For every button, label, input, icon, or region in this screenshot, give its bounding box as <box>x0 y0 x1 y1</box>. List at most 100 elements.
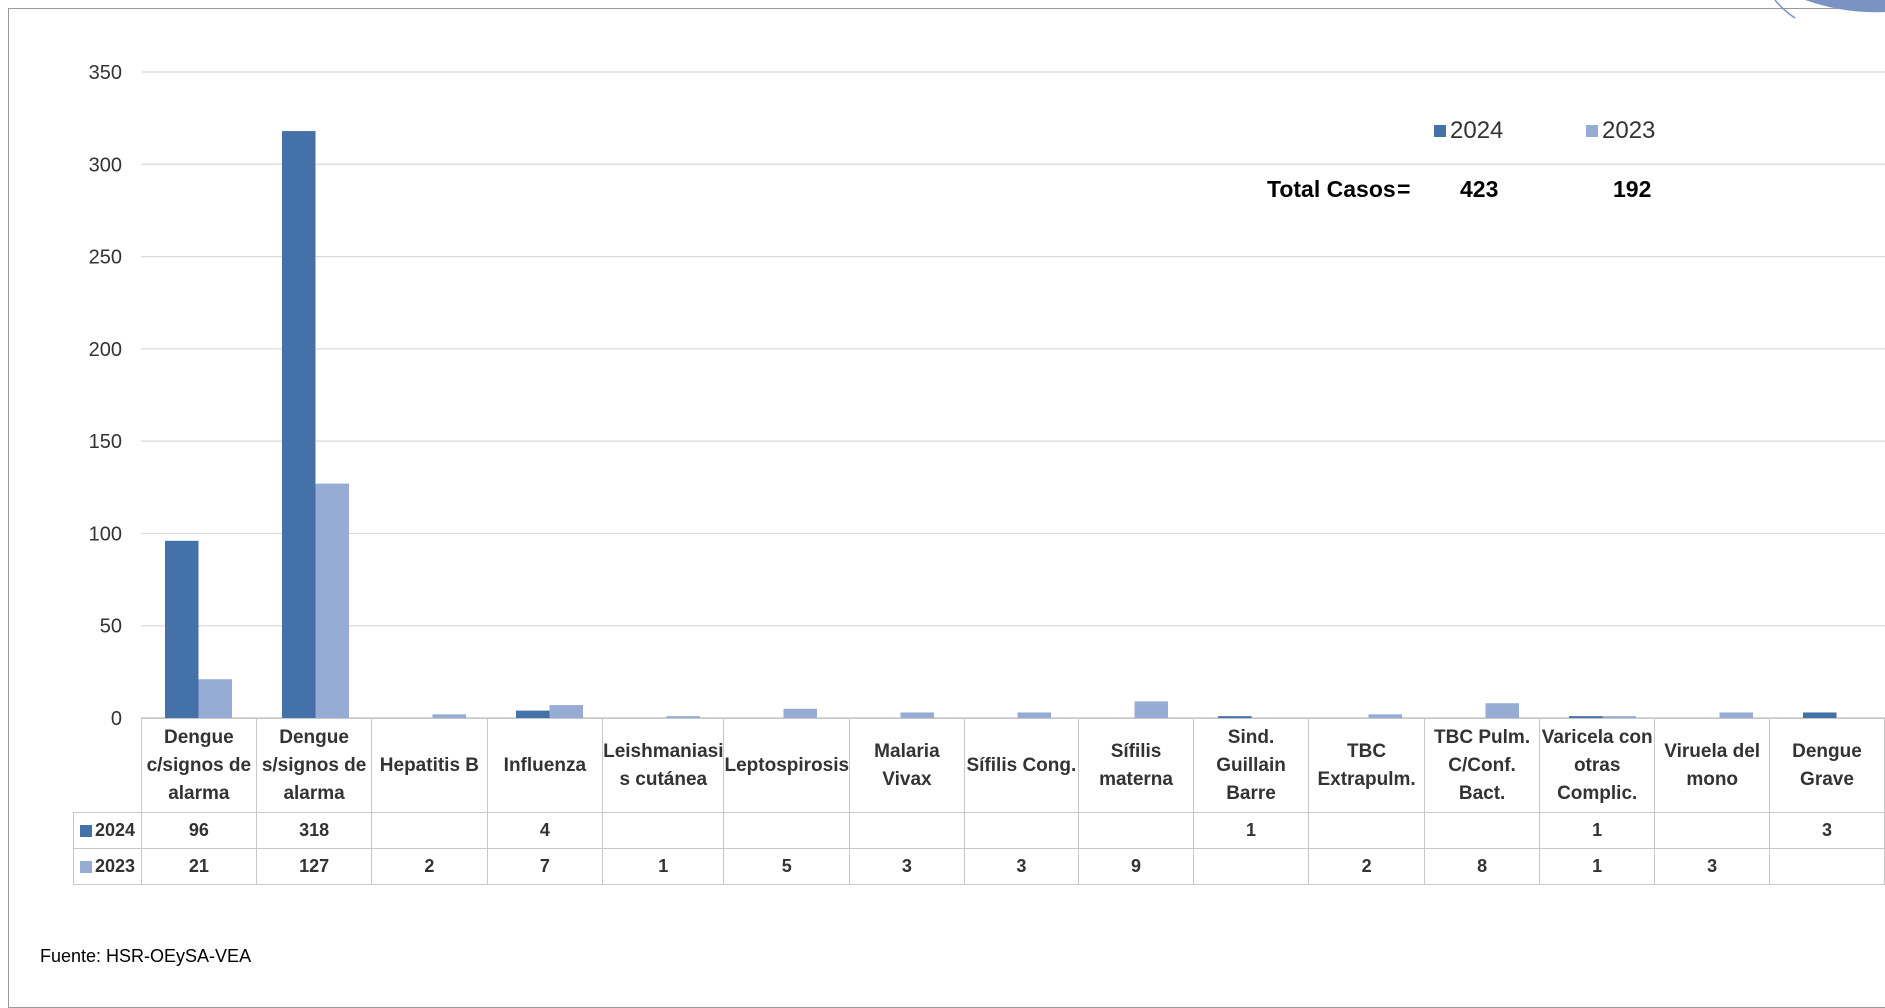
bar-2023-11 <box>1368 714 1402 718</box>
row-header-2023: 2023 <box>73 848 142 885</box>
table-cell-2024-12 <box>1424 812 1540 849</box>
category-label-line: Malaria <box>874 740 940 762</box>
table-cell-2023-12: 8 <box>1424 848 1540 885</box>
bar-2023-9 <box>1134 701 1168 718</box>
category-label-line: Varicela con <box>1541 726 1653 748</box>
category-label-14: Viruela del mono <box>1654 718 1770 813</box>
bar-2023-1 <box>198 679 232 718</box>
legend-item-2023: 2023 <box>1586 117 1655 145</box>
row-label-2024: 2024 <box>95 820 136 840</box>
category-label-11: TBC Extrapulm. <box>1307 718 1426 813</box>
category-label-1: Dengue c/signos de alarma <box>140 718 257 813</box>
table-cell-2024-6 <box>723 812 851 849</box>
y-tick-label-200: 200 <box>89 339 122 361</box>
bar-2024-13 <box>1569 716 1603 718</box>
category-label-line: Sífilis Cong. <box>966 754 1077 776</box>
category-label-6: Leptospirosis <box>723 718 851 813</box>
corner-decoration <box>1774 0 1885 19</box>
bar-2023-14 <box>1719 712 1753 718</box>
table-cell-2023-1: 21 <box>140 848 257 885</box>
table-cell-2023-4: 7 <box>486 848 604 885</box>
bar-2023-6 <box>783 708 817 718</box>
data-table: Dengue c/signos de alarma Dengue s/signos de… <box>73 718 1885 885</box>
table-cell-2024-4: 4 <box>486 812 604 849</box>
legend-swatch-2024 <box>1434 125 1446 137</box>
table-cell-2024-10: 1 <box>1193 812 1309 849</box>
category-label-line: Leishmaniasi <box>603 740 724 762</box>
category-label-line: otras <box>1573 754 1621 776</box>
category-label-line: s/signos de <box>261 754 367 776</box>
table-cell-2023-7: 3 <box>849 848 965 885</box>
table-cell-2023-6: 5 <box>723 848 851 885</box>
category-label-line: Sífilis <box>1110 740 1162 762</box>
bar-2023-3 <box>432 714 466 718</box>
category-label-line: Barre <box>1226 782 1276 804</box>
category-label-line: C/Conf. Bact. <box>1448 754 1516 804</box>
legend-swatch-2023 <box>1586 125 1598 137</box>
table-cell-2024-15: 3 <box>1768 812 1885 849</box>
y-tick-label-50: 50 <box>100 616 122 638</box>
legend: 2024 2023 <box>1434 117 1794 147</box>
y-tick-label-350: 350 <box>89 62 122 84</box>
legend-label-2024: 2024 <box>1450 117 1504 144</box>
category-label-line: alarma <box>283 782 345 804</box>
bar-2024-2 <box>282 131 316 718</box>
category-header-row: Dengue c/signos de alarma Dengue s/signos de… <box>73 718 1885 813</box>
bar-2023-7 <box>900 712 934 718</box>
legend-item-2024: 2024 <box>1434 117 1503 145</box>
category-label-line: c/signos de <box>146 754 252 776</box>
bar-2023-2 <box>315 483 349 718</box>
table-cell-2024-1: 96 <box>140 812 257 849</box>
totals-equals: = <box>1397 176 1411 202</box>
category-label-2: Dengue s/signos de alarma <box>255 718 373 813</box>
bar-2023-13 <box>1602 716 1636 718</box>
category-label-line: Extrapulm. <box>1317 768 1416 790</box>
table-cell-2023-11: 2 <box>1307 848 1426 885</box>
category-label-line: materna <box>1099 768 1173 790</box>
category-label-line: Complic. <box>1557 782 1638 804</box>
totals-2023: 192 <box>1613 176 1652 202</box>
table-cell-2024-7 <box>849 812 965 849</box>
category-label-7: Malaria Vivax <box>849 718 965 813</box>
totals-label: Total Casos <box>1267 176 1396 202</box>
category-label-line: Dengue <box>1792 740 1862 762</box>
bar-2023-8 <box>1017 712 1051 718</box>
table-cell-2023-8: 3 <box>963 848 1079 885</box>
category-label-10: Sind. Guillain Barre <box>1193 718 1309 813</box>
bar-2023-12 <box>1485 703 1519 718</box>
table-corner <box>73 718 142 813</box>
table-cell-2024-3 <box>371 812 488 849</box>
category-label-line: Dengue <box>279 726 349 748</box>
category-label-line: alarma <box>168 782 230 804</box>
category-label-line: Vivax <box>882 768 932 790</box>
category-label-4: Influenza <box>486 718 604 813</box>
category-label-8: Sífilis Cong. <box>963 718 1079 813</box>
table-cell-2023-2: 127 <box>255 848 373 885</box>
category-label-line: mono <box>1686 768 1739 790</box>
category-label-3: Hepatitis B <box>371 718 488 813</box>
table-cell-2024-2: 318 <box>255 812 373 849</box>
table-row-2023: 2023 21 127 2 7 1 5 3 3 9 2 8 1 3 <box>73 848 1885 885</box>
row-header-2024: 2024 <box>73 812 142 849</box>
y-tick-label-250: 250 <box>89 247 122 269</box>
row-swatch-2024 <box>80 825 92 837</box>
category-label-5: Leishmaniasi s cutánea <box>602 718 725 813</box>
y-tick-label-300: 300 <box>89 154 122 176</box>
table-cell-2024-13: 1 <box>1538 812 1656 849</box>
category-label-line: Sind. Guillain <box>1216 726 1286 776</box>
bar-2024-10 <box>1218 716 1252 718</box>
category-label-line: Dengue <box>164 726 234 748</box>
table-cell-2023-15 <box>1768 848 1885 885</box>
table-cell-2023-14: 3 <box>1654 848 1770 885</box>
totals-row: Total Casos = 423 192 <box>1200 176 1760 208</box>
table-cell-2023-13: 1 <box>1538 848 1656 885</box>
category-label-line: s cutánea <box>619 768 708 790</box>
source-note: Fuente: HSR-OEySA-VEA <box>40 946 252 966</box>
table-cell-2024-11 <box>1307 812 1426 849</box>
category-label-12: TBC Pulm. C/Conf. Bact. <box>1424 718 1540 813</box>
legend-label-2023: 2023 <box>1602 117 1656 144</box>
category-label-line: Leptospirosis <box>724 754 850 776</box>
table-cell-2024-8 <box>963 812 1079 849</box>
category-label-line: TBC Pulm. <box>1434 726 1531 748</box>
table-cell-2023-10 <box>1193 848 1309 885</box>
